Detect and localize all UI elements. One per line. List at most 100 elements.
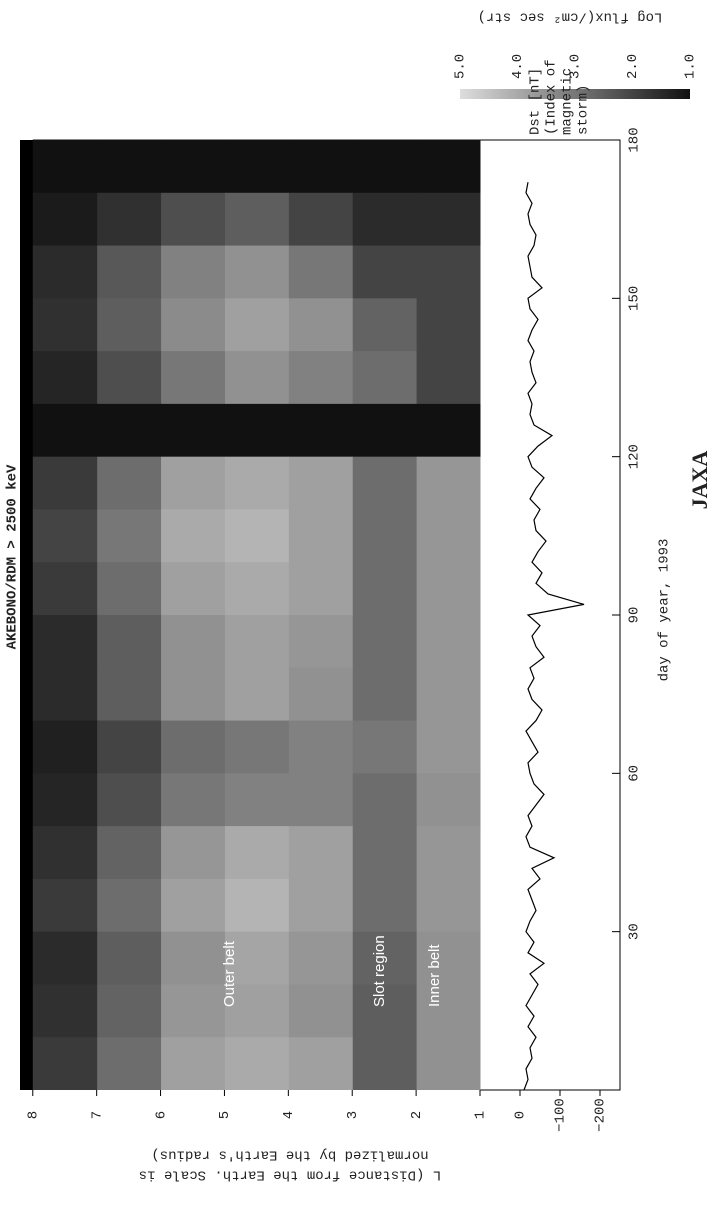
x-tick-label: 150 xyxy=(627,286,643,311)
heatmap-cell xyxy=(352,825,417,879)
y-tick-label: 2 xyxy=(409,1111,425,1119)
heatmap-cell xyxy=(352,350,417,404)
heatmap-cell xyxy=(224,456,289,510)
heatmap-cell xyxy=(352,192,417,246)
colorbar-title: Log flux(/cm² sec str) xyxy=(478,8,663,24)
heatmap-cell xyxy=(224,1036,289,1090)
heatmap-cell xyxy=(416,456,481,510)
heatmap-cell xyxy=(96,561,162,615)
rotated-chart: AKEBONO/RDM > 2500 keV 1 2 3 4 5 6 7 8 L (Distanc… xyxy=(5,8,712,1182)
heatmap-cell xyxy=(416,403,481,457)
heatmap-cell xyxy=(288,667,353,721)
heatmap-cell xyxy=(224,931,289,985)
x-tick-label: 90 xyxy=(627,607,643,624)
y-tick-label: 4 xyxy=(281,1111,297,1119)
colorbar xyxy=(460,89,690,99)
heatmap-cell xyxy=(352,245,417,299)
heatmap-cell xyxy=(224,878,289,932)
heatmap-cell xyxy=(352,720,417,774)
heatmap-cell xyxy=(288,508,353,563)
heatmap-cell xyxy=(352,297,417,352)
heatmap-cell xyxy=(160,350,225,404)
heatmap-cell xyxy=(416,825,481,879)
heatmap-cell xyxy=(96,931,162,985)
heatmap-cell xyxy=(160,878,225,932)
heatmap-cell xyxy=(160,403,225,457)
heatmap-cell xyxy=(224,297,289,352)
y-tick-label: 7 xyxy=(89,1111,105,1119)
y-tick-label: 8 xyxy=(25,1111,41,1119)
heatmap-cell xyxy=(224,508,289,563)
chart-title: AKEBONO/RDM > 2500 keV xyxy=(5,464,21,649)
heatmap-cell xyxy=(352,139,417,193)
heatmap-cell xyxy=(160,983,225,1038)
heatmap-cell xyxy=(288,403,353,457)
heatmap-cell xyxy=(224,720,289,774)
heatmap-cell xyxy=(32,772,98,827)
y-axis-title: L (Distance from the Earth. Scale is xyxy=(139,1166,441,1182)
colorbar-tick-label: 2.0 xyxy=(625,54,641,79)
heatmap-cell xyxy=(416,192,481,246)
heatmap-cell xyxy=(416,878,481,932)
dst-label: (Index of xyxy=(544,59,560,135)
heatmap-cell xyxy=(32,403,98,457)
heatmap-cell xyxy=(32,561,98,615)
heatmap-cell xyxy=(352,561,417,615)
heatmap-cell xyxy=(352,983,417,1038)
heatmap-cell xyxy=(224,772,289,827)
heatmap-cell xyxy=(160,667,225,721)
heatmap-cell xyxy=(96,350,162,404)
heatmap-cell xyxy=(96,508,162,563)
colorbar-tick-label: 3.0 xyxy=(568,54,584,79)
heatmap-cell xyxy=(224,139,289,193)
heatmap-cell xyxy=(32,297,98,352)
heatmap-cell xyxy=(352,931,417,985)
heatmap-cell xyxy=(288,614,353,668)
y-tick-label: −100 xyxy=(553,1098,569,1132)
heatmap-cell xyxy=(288,456,353,510)
heatmap-cell xyxy=(288,139,353,193)
heatmap-cell xyxy=(32,931,98,985)
x-tick-label: 60 xyxy=(627,765,643,782)
heatmap-cell xyxy=(352,772,417,827)
heatmap-cell xyxy=(288,350,353,404)
heatmap-cell xyxy=(160,825,225,879)
annotation: Slot region xyxy=(371,935,388,1007)
heatmap-cell xyxy=(96,297,162,352)
heatmap-cell xyxy=(224,667,289,721)
heatmap-cell xyxy=(224,561,289,615)
heatmap-cell xyxy=(352,456,417,510)
heatmap-cell xyxy=(32,825,98,879)
heatmap-cell xyxy=(352,878,417,932)
heatmap-cell xyxy=(416,931,481,985)
heatmap-cell xyxy=(160,297,225,352)
heatmap-cell xyxy=(288,561,353,615)
heatmap-cell xyxy=(96,667,162,721)
colorbar-tick-label: 1.0 xyxy=(683,54,699,79)
heatmap-cell xyxy=(160,192,225,246)
heatmap-cell xyxy=(32,720,98,774)
y-tick-label: 6 xyxy=(153,1111,169,1119)
heatmap-cell xyxy=(32,350,98,404)
annotation: Outer belt xyxy=(221,940,238,1007)
heatmap-cell xyxy=(352,1036,417,1090)
y-tick-label: 3 xyxy=(345,1111,361,1119)
dst-label: Dst [nT] xyxy=(528,68,544,135)
heatmap-cell xyxy=(96,983,162,1038)
y-tick-label: 0 xyxy=(513,1111,529,1119)
heatmap-cell xyxy=(32,1036,98,1090)
heatmap-cell xyxy=(32,508,98,563)
heatmap-cell xyxy=(32,614,98,668)
heatmap-cell xyxy=(416,245,481,299)
heatmap-cell xyxy=(32,192,98,246)
heatmap-cell xyxy=(288,825,353,879)
heatmap-cell xyxy=(416,1036,481,1090)
y-tick-label: 5 xyxy=(217,1111,233,1119)
heatmap-cell xyxy=(352,614,417,668)
heatmap-cell xyxy=(96,192,162,246)
x-tick-label: 120 xyxy=(627,444,643,469)
heatmap-cell xyxy=(96,825,162,879)
heatmap-cell xyxy=(416,667,481,721)
credit: JAXA xyxy=(687,451,712,510)
